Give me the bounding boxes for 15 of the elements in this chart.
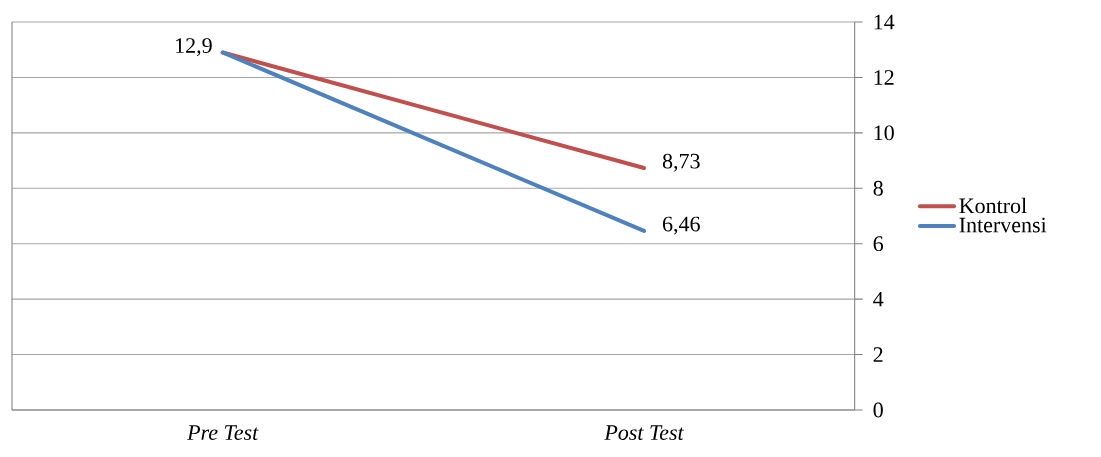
legend-label: Kontrol: [959, 197, 1027, 214]
y-tick-label: 8: [873, 180, 883, 196]
data-label: 12,9: [176, 38, 212, 57]
y-tick-label: 10: [874, 125, 894, 141]
y-tick-label: 0: [873, 402, 883, 418]
data-label: 6,46: [662, 216, 700, 235]
x-tick-label: Pre Test: [187, 425, 259, 440]
y-tick-label: 14: [874, 14, 895, 30]
y-tick-label: 6: [873, 236, 884, 252]
y-tick-label: 2: [873, 347, 883, 362]
data-label: 8,73: [662, 153, 700, 172]
x-tick-label: Post Test: [604, 425, 685, 440]
y-tick-label: 12: [874, 70, 894, 85]
legend-label: Intervensi: [959, 217, 1047, 233]
y-tick-label: 4: [873, 291, 884, 307]
